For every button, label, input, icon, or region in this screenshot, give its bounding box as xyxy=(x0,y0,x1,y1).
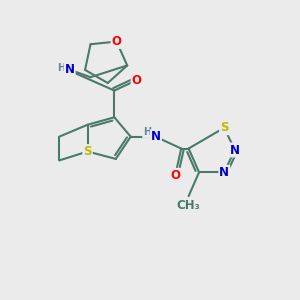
Text: N: N xyxy=(65,63,75,76)
Text: N: N xyxy=(151,130,161,143)
Text: O: O xyxy=(112,35,122,48)
Text: H: H xyxy=(57,63,65,73)
Text: S: S xyxy=(220,121,229,134)
Text: H: H xyxy=(143,127,151,137)
Text: CH₃: CH₃ xyxy=(177,199,200,212)
Text: O: O xyxy=(132,74,142,87)
Text: N: N xyxy=(219,166,229,179)
Text: N: N xyxy=(230,143,240,157)
Text: S: S xyxy=(83,145,92,158)
Text: O: O xyxy=(170,169,180,182)
